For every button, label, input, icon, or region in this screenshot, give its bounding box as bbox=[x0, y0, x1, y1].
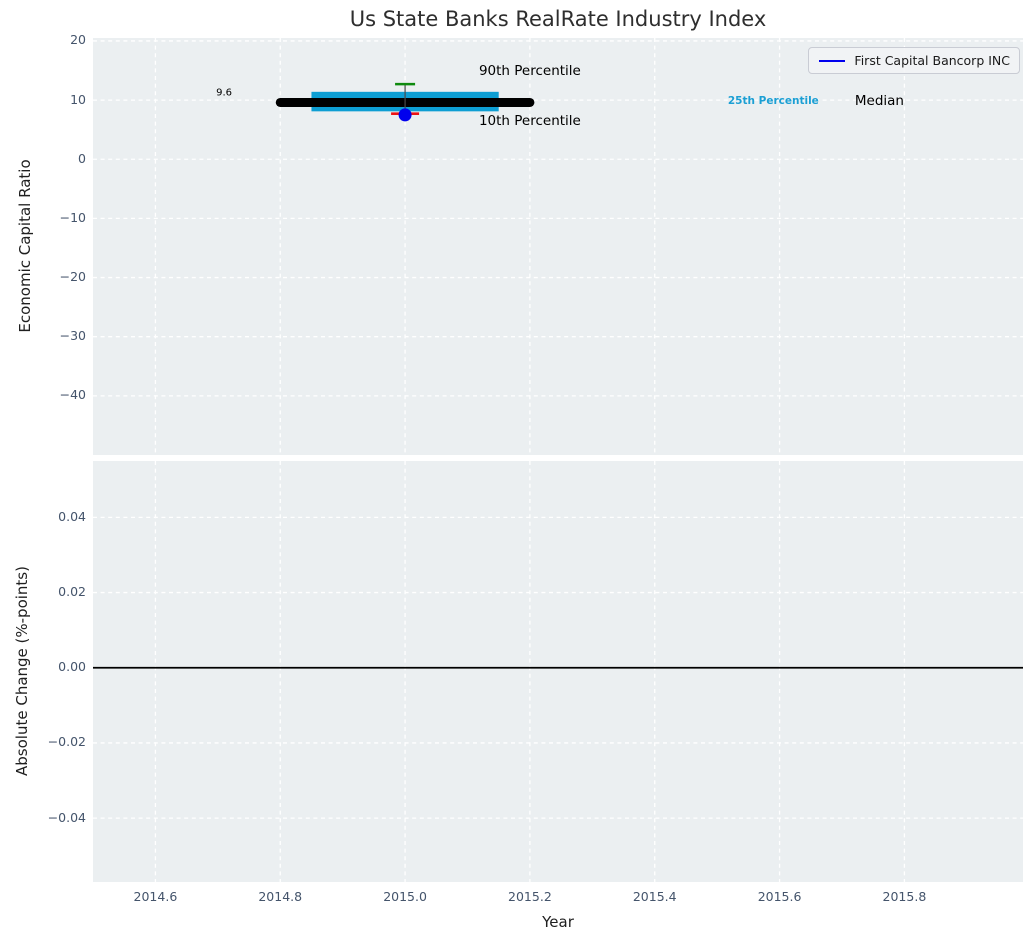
annotation-median: Median bbox=[854, 92, 904, 109]
y-tick-label: 20 bbox=[70, 32, 86, 48]
x-tick-label: 2015.4 bbox=[632, 889, 677, 904]
y-tick-label: −30 bbox=[59, 328, 86, 344]
x-tick-label: 2015.6 bbox=[757, 889, 802, 904]
bottom-plot-area bbox=[93, 461, 1023, 882]
chart-title: Us State Banks RealRate Industry Index bbox=[349, 7, 767, 31]
y-tick-label: −0.04 bbox=[47, 809, 86, 825]
x-tick-label: 2015.0 bbox=[383, 889, 427, 904]
legend-line-sample bbox=[819, 59, 846, 62]
top-plot-area: First Capital Bancorp INC bbox=[93, 38, 1023, 455]
x-tick-label: 2014.8 bbox=[258, 889, 303, 904]
legend: First Capital Bancorp INC bbox=[808, 47, 1020, 74]
legend-label: First Capital Bancorp INC bbox=[854, 53, 1010, 68]
x-tick-label: 2014.6 bbox=[133, 889, 178, 904]
company-dot bbox=[398, 108, 412, 122]
annotation-25th-percentile: 25th Percentile bbox=[727, 94, 819, 107]
y-tick-label: 0.04 bbox=[58, 508, 86, 524]
y-tick-label: 10 bbox=[70, 91, 86, 107]
x-axis-label: Year bbox=[542, 913, 574, 931]
y-tick-label: −10 bbox=[59, 209, 86, 225]
annotation-10th-percentile: 10th Percentile bbox=[478, 112, 581, 129]
annotation-90th-percentile: 90th Percentile bbox=[478, 63, 581, 80]
y-axis-label-top: Economic Capital Ratio bbox=[16, 159, 34, 333]
y-tick-label: 0 bbox=[78, 150, 86, 166]
bottom-plot-canvas bbox=[93, 461, 1023, 882]
x-tick-label: 2015.2 bbox=[508, 889, 552, 904]
y-tick-label: 0.00 bbox=[58, 659, 86, 675]
y-tick-label: 0.02 bbox=[58, 584, 86, 600]
top-plot-canvas bbox=[93, 38, 1023, 455]
y-tick-label: −40 bbox=[59, 387, 86, 403]
y-tick-label: −0.02 bbox=[47, 734, 86, 750]
x-tick-label: 2015.8 bbox=[882, 889, 927, 904]
annotation-median-value: 9.6 bbox=[216, 87, 233, 99]
y-tick-label: −20 bbox=[59, 269, 86, 285]
